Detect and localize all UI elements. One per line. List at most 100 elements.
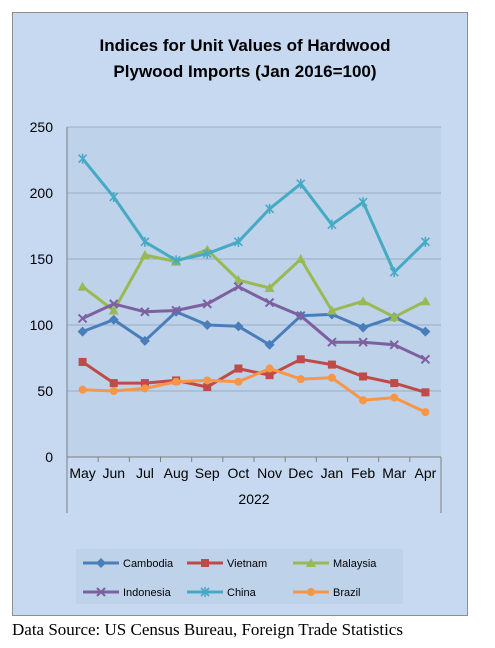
x-tick-label-nov: Nov [257,465,282,481]
data-point-malaysia-jan [326,305,337,315]
data-point-malaysia-feb [358,296,369,306]
data-point-brazil-mar [390,393,399,402]
data-point-vietnam-dec [296,355,305,364]
data-point-indonesia-mar [389,340,399,350]
y-tick-label-100: 100 [30,317,54,333]
data-point-indonesia-sep [202,299,212,309]
plot-area [67,127,441,457]
data-point-vietnam-jul [140,379,149,388]
series-line-vietnam [81,357,426,394]
chart-title-line-1: Indices for Unit Values of Hardwood [100,36,391,55]
legend-label-cambodia: Cambodia [123,558,174,570]
data-point-brazil-aug [172,377,181,386]
legend-marker-cambodia [96,558,106,568]
data-point-vietnam-apr [421,388,430,397]
data-point-indonesia-may [77,313,88,324]
data-point-brazil-oct [234,377,243,386]
legend-marker-indonesia [96,587,106,597]
data-point-malaysia-jun [108,305,119,315]
data-point-china-jul [140,236,150,247]
data-point-cambodia-jun [108,314,119,325]
data-point-china-jan [327,219,337,230]
data-point-china-may [78,153,88,164]
data-point-cambodia-sep [202,320,213,330]
data-point-china-oct [233,236,243,247]
data-point-vietnam-jun [109,379,118,388]
data-point-vietnam-mar [390,379,399,388]
legend-marker-malaysia [306,558,316,567]
data-point-brazil-feb [359,396,368,405]
data-point-indonesia-nov [264,297,275,308]
data-point-malaysia-apr [420,296,431,306]
chart-frame: Indices for Unit Values of Hardwood Plywo… [12,12,468,616]
legend-marker-china [200,587,210,597]
data-point-vietnam-oct [234,364,243,373]
data-point-vietnam-nov [265,371,274,380]
data-point-brazil-may [78,385,87,394]
data-point-china-jun [109,191,119,202]
data-point-indonesia-jul [140,307,150,317]
legend-label-vietnam: Vietnam [227,558,267,570]
data-point-brazil-jan [327,373,336,382]
series-line-brazil [82,367,427,414]
x-tick-label-jul: Jul [136,465,154,481]
data-point-indonesia-aug [171,305,181,316]
x-tick-label-feb: Feb [351,465,375,481]
data-point-cambodia-feb [358,322,369,333]
x-tick-label-jun: Jun [102,465,125,481]
data-point-china-aug [171,255,181,266]
x-tick-label-oct: Oct [228,465,250,481]
data-point-vietnam-feb [359,372,368,381]
data-point-china-apr [420,236,430,247]
x-tick-label-sep: Sep [195,465,220,481]
x-tick-label-may: May [69,465,95,481]
series-line-china [81,157,427,274]
data-point-indonesia-feb [358,337,368,347]
data-point-brazil-jul [140,384,149,393]
series-line-cambodia [82,310,427,347]
data-point-indonesia-jan [327,337,337,347]
data-point-cambodia-jul [139,335,150,346]
data-point-brazil-nov [265,364,274,373]
legend-label-china: China [227,587,257,599]
data-point-brazil-dec [296,375,305,384]
data-point-cambodia-oct [233,321,244,332]
line-chart: Indices for Unit Values of Hardwood Plywo… [30,36,442,604]
data-point-malaysia-mar [389,312,400,322]
x-tick-label-jan: Jan [321,465,344,481]
chart-title-line-2: Plywood Imports (Jan 2016=100) [113,62,376,81]
data-point-indonesia-oct [233,282,244,292]
data-point-brazil-apr [421,408,430,417]
data-point-malaysia-may [77,281,88,291]
y-tick-label-0: 0 [45,449,53,465]
data-point-cambodia-may [77,326,88,337]
legend-label-brazil: Brazil [333,587,361,599]
data-point-brazil-jun [109,387,118,395]
data-point-vietnam-may [78,357,87,366]
data-point-china-mar [389,267,399,278]
y-tick-label-250: 250 [30,119,54,135]
data-point-malaysia-oct [233,275,244,285]
x-tick-label-apr: Apr [415,465,437,481]
data-point-brazil-sep [203,376,212,385]
x-tick-label-dec: Dec [288,465,313,481]
y-tick-label-150: 150 [30,251,54,267]
x-group-label: 2022 [238,491,269,507]
legend-marker-vietnam [201,559,209,567]
x-tick-label-aug: Aug [164,465,189,481]
legend-label-indonesia: Indonesia [123,587,172,599]
data-point-malaysia-nov [264,283,275,293]
data-point-china-feb [358,197,368,208]
data-point-indonesia-dec [296,311,306,321]
data-point-china-sep [202,248,212,259]
source-note: Data Source: US Census Bureau, Foreign T… [12,620,403,639]
data-point-indonesia-jun [109,299,119,309]
data-point-china-dec [296,178,306,189]
series-line-indonesia [81,285,427,361]
data-point-malaysia-dec [295,254,306,263]
data-point-china-nov [265,203,275,214]
data-point-malaysia-jul [139,250,150,260]
x-tick-label-mar: Mar [382,465,406,481]
data-point-vietnam-jan [327,360,336,369]
series-line-malaysia [81,248,427,319]
